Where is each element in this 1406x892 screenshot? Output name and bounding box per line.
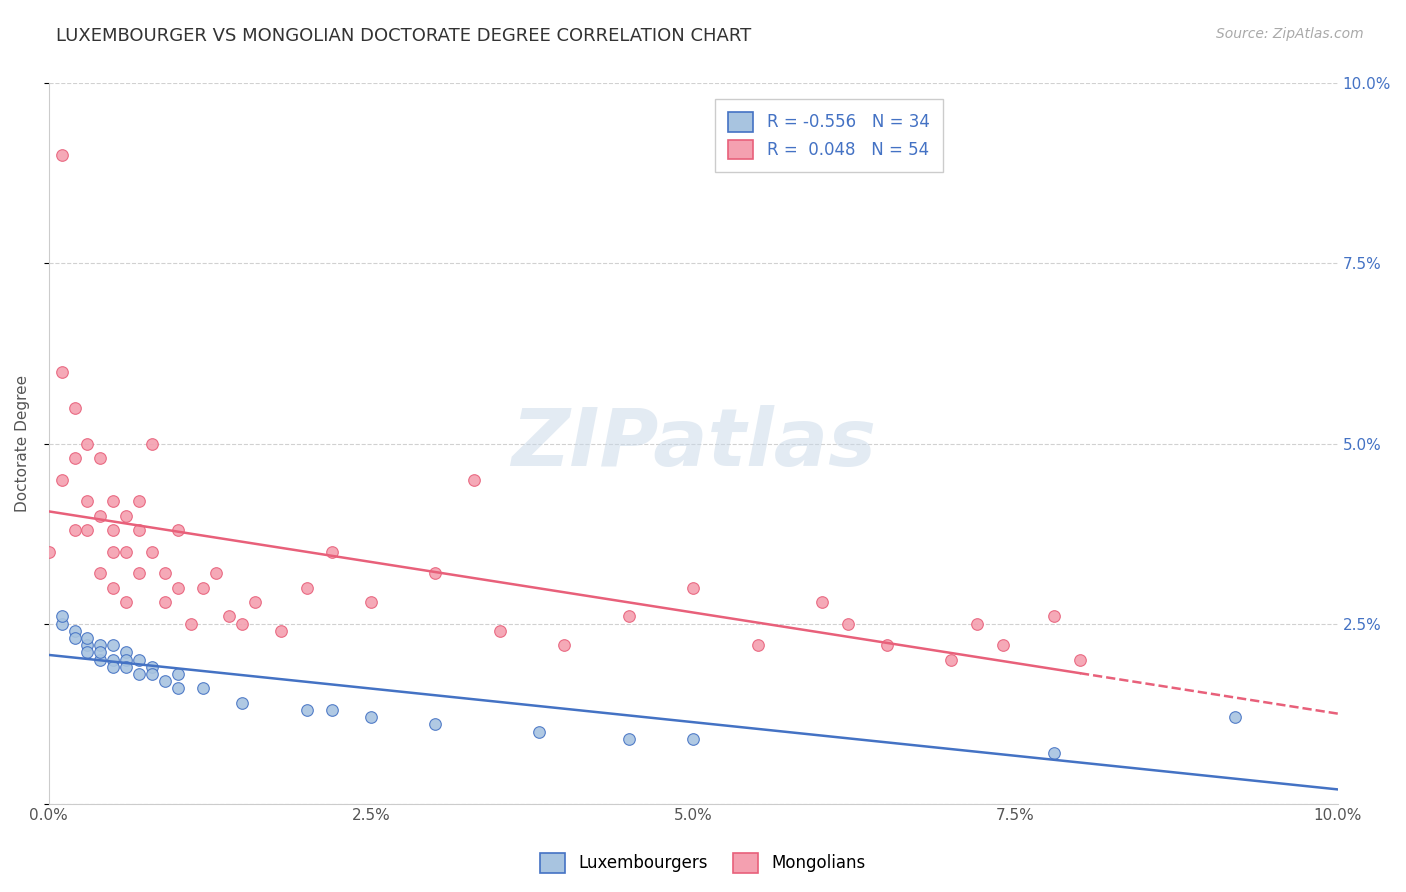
Point bbox=[617, 731, 640, 746]
Point bbox=[51, 473, 73, 487]
Point bbox=[1043, 746, 1066, 760]
Point bbox=[360, 595, 382, 609]
Point bbox=[51, 616, 73, 631]
Point bbox=[747, 638, 769, 652]
Point bbox=[141, 544, 163, 558]
Point bbox=[76, 494, 98, 508]
Point bbox=[360, 710, 382, 724]
Text: ZIPatlas: ZIPatlas bbox=[510, 405, 876, 483]
Point bbox=[51, 609, 73, 624]
Point bbox=[115, 508, 138, 523]
Point bbox=[1223, 710, 1246, 724]
Point bbox=[103, 494, 125, 508]
Point bbox=[115, 652, 138, 666]
Point bbox=[115, 544, 138, 558]
Point bbox=[193, 681, 215, 696]
Legend: R = -0.556   N = 34, R =  0.048   N = 54: R = -0.556 N = 34, R = 0.048 N = 54 bbox=[714, 99, 943, 172]
Point bbox=[270, 624, 292, 638]
Point bbox=[115, 660, 138, 674]
Point bbox=[76, 645, 98, 659]
Point bbox=[103, 544, 125, 558]
Point bbox=[180, 616, 202, 631]
Point bbox=[295, 581, 318, 595]
Point bbox=[76, 638, 98, 652]
Point bbox=[617, 609, 640, 624]
Text: Source: ZipAtlas.com: Source: ZipAtlas.com bbox=[1216, 27, 1364, 41]
Point bbox=[876, 638, 898, 652]
Point bbox=[153, 566, 176, 581]
Point bbox=[231, 696, 253, 710]
Point bbox=[128, 566, 150, 581]
Point bbox=[837, 616, 859, 631]
Point bbox=[51, 148, 73, 162]
Point bbox=[89, 450, 111, 465]
Point bbox=[939, 652, 962, 666]
Point bbox=[166, 523, 188, 537]
Point bbox=[1043, 609, 1066, 624]
Point bbox=[89, 638, 111, 652]
Point bbox=[63, 631, 86, 645]
Point bbox=[115, 645, 138, 659]
Point bbox=[321, 703, 343, 717]
Point bbox=[128, 494, 150, 508]
Point bbox=[89, 645, 111, 659]
Point bbox=[103, 581, 125, 595]
Point bbox=[76, 523, 98, 537]
Point bbox=[205, 566, 228, 581]
Point bbox=[489, 624, 512, 638]
Point bbox=[76, 631, 98, 645]
Point bbox=[166, 681, 188, 696]
Point bbox=[991, 638, 1014, 652]
Point bbox=[89, 508, 111, 523]
Point bbox=[51, 364, 73, 378]
Point bbox=[76, 436, 98, 450]
Point bbox=[89, 652, 111, 666]
Point bbox=[153, 674, 176, 689]
Point bbox=[811, 595, 834, 609]
Point bbox=[231, 616, 253, 631]
Point bbox=[128, 652, 150, 666]
Point bbox=[166, 581, 188, 595]
Point bbox=[103, 523, 125, 537]
Point bbox=[425, 717, 447, 731]
Point bbox=[103, 638, 125, 652]
Point bbox=[321, 544, 343, 558]
Point bbox=[425, 566, 447, 581]
Point bbox=[141, 660, 163, 674]
Point bbox=[463, 473, 485, 487]
Point bbox=[63, 401, 86, 415]
Text: LUXEMBOURGER VS MONGOLIAN DOCTORATE DEGREE CORRELATION CHART: LUXEMBOURGER VS MONGOLIAN DOCTORATE DEGR… bbox=[56, 27, 751, 45]
Point bbox=[38, 544, 60, 558]
Point bbox=[682, 581, 704, 595]
Point bbox=[218, 609, 240, 624]
Point bbox=[153, 595, 176, 609]
Y-axis label: Doctorate Degree: Doctorate Degree bbox=[15, 375, 30, 512]
Point bbox=[128, 667, 150, 681]
Legend: Luxembourgers, Mongolians: Luxembourgers, Mongolians bbox=[534, 847, 872, 880]
Point bbox=[103, 660, 125, 674]
Point bbox=[89, 566, 111, 581]
Point bbox=[527, 724, 550, 739]
Point bbox=[63, 624, 86, 638]
Point bbox=[553, 638, 575, 652]
Point bbox=[243, 595, 266, 609]
Point bbox=[166, 667, 188, 681]
Point bbox=[115, 595, 138, 609]
Point bbox=[63, 523, 86, 537]
Point bbox=[1069, 652, 1091, 666]
Point bbox=[63, 450, 86, 465]
Point bbox=[141, 667, 163, 681]
Point bbox=[193, 581, 215, 595]
Point bbox=[966, 616, 988, 631]
Point bbox=[295, 703, 318, 717]
Point bbox=[682, 731, 704, 746]
Point bbox=[103, 652, 125, 666]
Point bbox=[128, 523, 150, 537]
Point bbox=[141, 436, 163, 450]
